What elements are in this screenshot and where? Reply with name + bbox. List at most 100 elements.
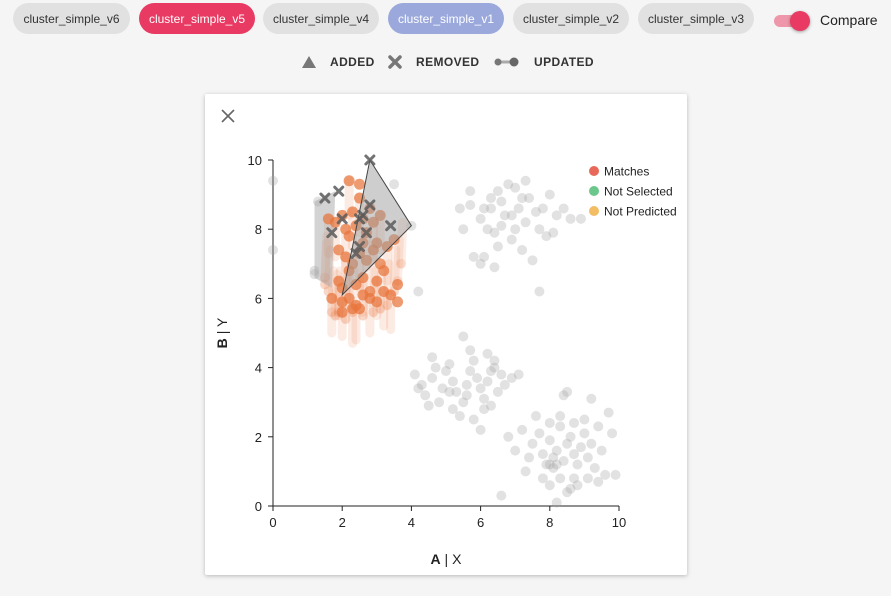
tab-cluster-simple-v6[interactable]: cluster_simple_v6 [13,3,130,34]
y-axis-label: B | Y [214,317,230,348]
data-point-gray [268,175,278,186]
legend-removed-label: REMOVED [416,55,480,69]
compare-toggle[interactable] [773,11,811,31]
removed-marker [364,199,376,211]
data-point-gray [492,386,503,397]
data-point-gray [551,497,562,508]
legend-updated: UPDATED [494,52,594,72]
data-point-gray [544,417,555,428]
data-point-gray [551,445,562,456]
data-point-gray [458,397,469,408]
data-point-gray [607,428,618,439]
y-tick-label: 10 [248,153,262,168]
data-point-gray [496,490,507,501]
x-tick-label: 2 [339,515,346,530]
data-point-gray [454,203,465,214]
data-point-gray [582,473,593,484]
data-point-gray [479,251,490,262]
updated-connector-icon [494,57,519,67]
legend-swatch [589,186,599,196]
data-point-gray [472,372,483,383]
data-point-gray [534,428,545,439]
data-point-gray [534,286,545,297]
data-point-gray [541,231,552,242]
data-point-gray [434,397,445,408]
data-point-gray [520,217,531,228]
tab-cluster-simple-v4[interactable]: cluster_simple_v4 [263,3,379,34]
data-point-gray [447,404,458,415]
data-point-gray [482,348,493,359]
data-point-gray [575,442,586,453]
data-point-gray [444,359,455,370]
data-point-gray [544,459,555,470]
data-point-gray [437,383,448,394]
diff-legend: ADDED REMOVED UPDATED [0,52,891,72]
data-point-gray [517,424,528,435]
data-point-gray [569,417,580,428]
faint-point [368,307,379,318]
data-point-gray [499,379,510,390]
data-point-gray [520,466,531,477]
data-point-gray [517,193,528,204]
data-point-gray [562,438,573,449]
data-point-gray [465,186,476,197]
update-trail [320,238,332,290]
data-point-gray [465,345,476,356]
x-axis-label: A | X [431,551,463,567]
faint-point [319,272,330,283]
data-point-gray [461,390,472,401]
data-point-gray [579,414,590,425]
data-point-gray [558,390,569,401]
data-point-gray [596,445,607,456]
data-point-gray [544,189,555,200]
data-point-gray [579,428,590,439]
data-point-gray [530,411,541,422]
data-point-gray [489,262,500,273]
data-point-gray [513,203,524,214]
data-point-gray [475,424,486,435]
data-point-gray [569,449,580,460]
data-point-gray [586,438,597,449]
data-point-gray [496,196,507,207]
legend-updated-label: UPDATED [534,55,594,69]
data-point-gray [475,258,486,269]
data-point-gray [489,362,500,373]
data-point-gray [513,369,524,380]
y-tick-label: 6 [255,291,262,306]
data-point-gray [441,366,451,377]
data-point-gray [558,203,569,214]
tab-cluster-simple-v3[interactable]: cluster_simple_v3 [638,3,754,34]
faint-point [396,258,407,269]
data-point-gray [458,331,469,342]
data-point-gray [309,269,320,280]
tab-cluster-simple-v2[interactable]: cluster_simple_v2 [513,3,629,34]
removed-marker [326,227,338,239]
data-point-gray [496,369,507,380]
version-tab-bar: cluster_simple_v6 cluster_simple_v5 clus… [0,0,891,40]
y-tick-label: 2 [255,430,262,445]
data-point-gray [503,179,514,190]
data-point-gray [537,449,548,460]
tab-cluster-simple-v1[interactable]: cluster_simple_v1 [388,3,504,34]
data-point-orange [333,244,345,256]
data-point-gray [586,393,597,404]
data-point-orange [343,175,355,187]
close-icon[interactable] [219,107,237,125]
data-point-gray [603,407,614,418]
data-point-gray [468,251,479,262]
data-point-gray [548,462,559,473]
data-point-gray [496,220,507,231]
data-point-gray [409,369,420,380]
legend-label: Not Predicted [604,205,677,219]
data-point-gray [600,469,611,480]
faint-point [319,279,330,290]
data-point-gray [479,404,490,415]
data-point-gray [389,179,400,190]
added-triangle-icon [302,56,316,68]
data-point-gray [582,452,593,463]
data-point-gray [527,438,538,449]
data-point-gray [489,355,500,366]
data-point-orange [340,251,352,263]
compare-toggle-knob[interactable] [790,11,810,31]
tab-cluster-simple-v5[interactable]: cluster_simple_v5 [139,3,255,34]
